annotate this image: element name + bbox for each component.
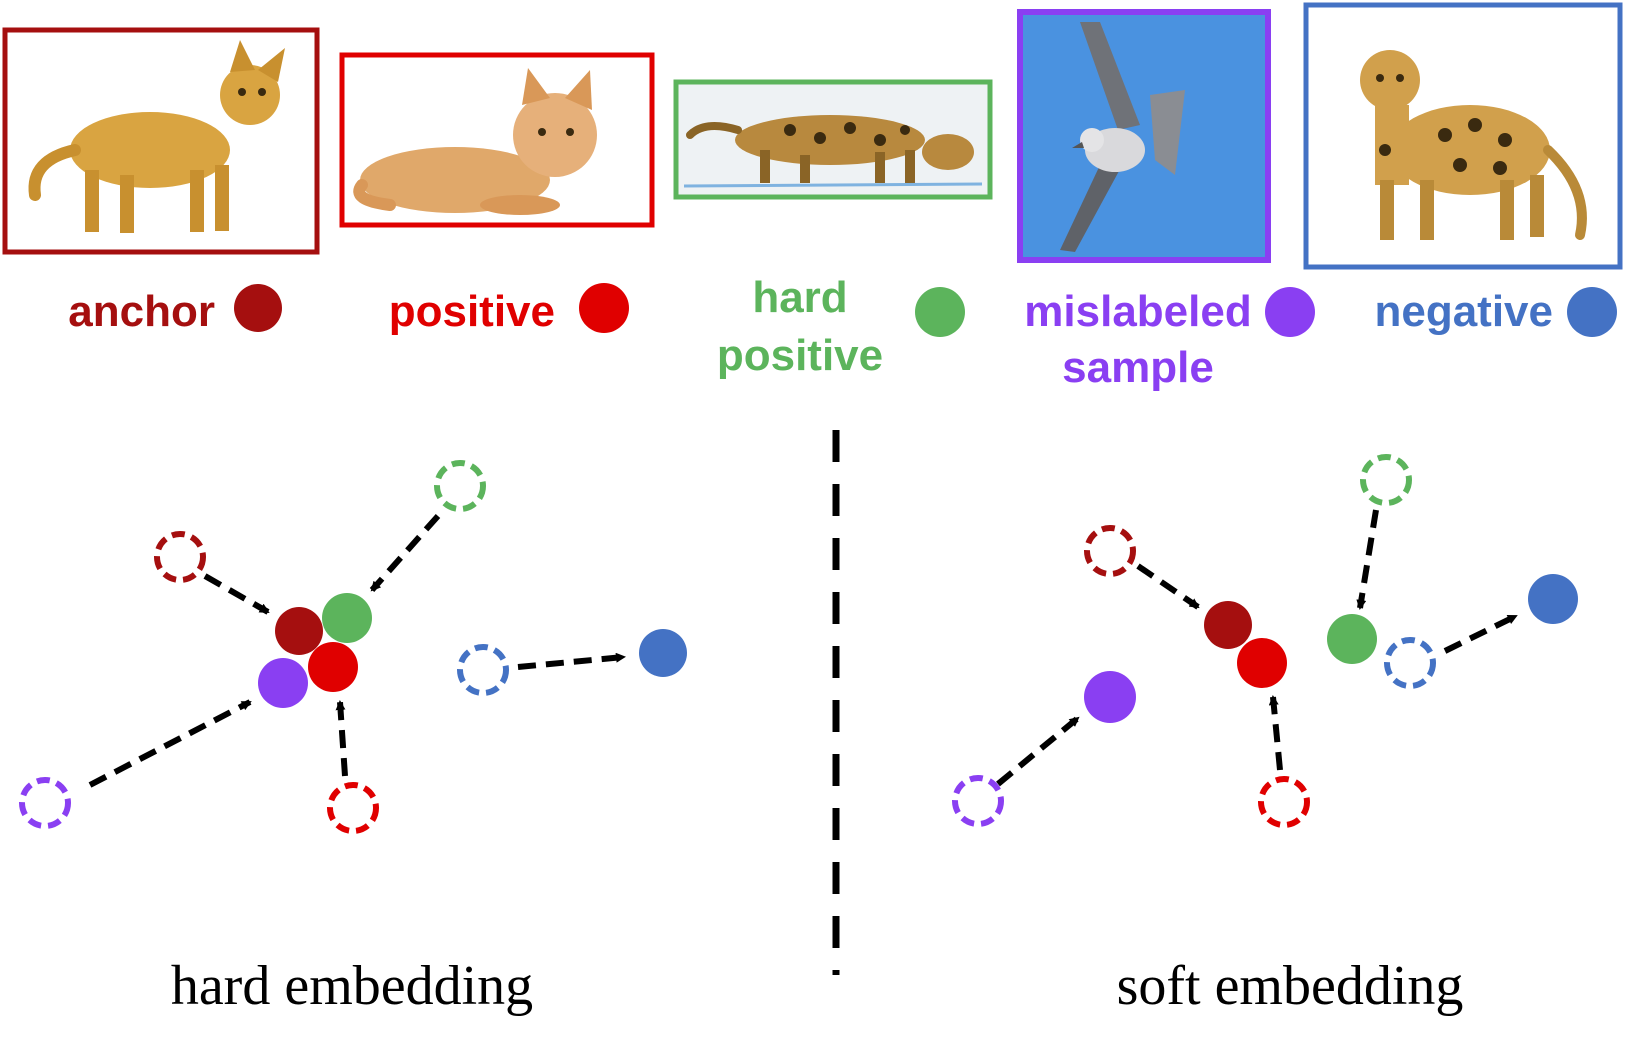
point-mislabeled-soft [1084, 671, 1136, 723]
arrow-anchor-soft [1136, 563, 1200, 610]
bengal-cat-icon [683, 115, 983, 188]
image-anchor [2, 27, 320, 255]
cat-lying-icon [353, 68, 597, 215]
image-positive [339, 52, 655, 228]
legend-anchor: anchor [68, 284, 282, 336]
image-mislabeled [1017, 9, 1271, 263]
arrow-negative [517, 652, 626, 670]
caption-hard-embedding: hard embedding [171, 955, 533, 1017]
point-hard-positive [322, 593, 372, 643]
arrow-hard-positive-soft [1356, 509, 1379, 610]
legend-label-anchor: anchor [68, 287, 215, 336]
caption-soft-embedding: soft embedding [1117, 955, 1464, 1017]
point-anchor [275, 607, 323, 655]
origin-anchor [154, 531, 206, 583]
legend-dot-negative [1567, 287, 1617, 337]
legend-label-hard-positive-line2: positive [717, 331, 883, 380]
legend-label-mislabeled-line1: mislabeled [1024, 287, 1251, 336]
origin-anchor-soft [1084, 525, 1136, 577]
point-negative-soft [1528, 574, 1578, 624]
arrow-mislabeled [88, 699, 252, 788]
point-anchor-soft [1204, 601, 1252, 649]
legend-hard-positive: hard positive [717, 273, 965, 380]
origin-positive-soft [1258, 776, 1310, 828]
origin-hard-positive-soft [1360, 454, 1412, 506]
point-hard-positive-soft [1327, 614, 1377, 664]
point-mislabeled [258, 658, 308, 708]
legend-dot-anchor [234, 284, 282, 332]
arrow-positive [335, 700, 348, 777]
image-negative [1303, 2, 1623, 270]
legend-dot-positive [579, 283, 629, 333]
legend-label-positive: positive [389, 287, 555, 336]
arrow-negative-soft [1443, 613, 1518, 654]
arrow-hard-positive [369, 514, 441, 592]
leopard-icon [1360, 50, 1587, 240]
legend-mislabeled: mislabeled sample [1024, 287, 1315, 392]
soft-embedding-panel [952, 454, 1578, 828]
legend-positive: positive [389, 283, 629, 336]
seagull-icon [1060, 22, 1185, 252]
legend-label-negative: negative [1374, 287, 1553, 336]
legend-label-mislabeled-line2: sample [1062, 343, 1214, 392]
legend-negative: negative [1374, 287, 1617, 337]
origin-positive [327, 782, 379, 834]
point-negative [639, 629, 687, 677]
origin-mislabeled-soft [952, 775, 1004, 827]
origin-mislabeled [19, 777, 71, 829]
arrow-positive-soft [1268, 695, 1283, 771]
image-hard-positive [673, 79, 993, 200]
legend-dot-hard-positive [915, 287, 965, 337]
cat-standing-icon [28, 40, 285, 233]
legend-label-hard-positive-line1: hard [752, 273, 847, 322]
arrow-mislabeled-soft [996, 715, 1080, 787]
origin-negative [457, 644, 509, 696]
origin-negative-soft [1384, 637, 1436, 689]
hard-embedding-panel [19, 460, 687, 834]
point-positive-soft [1237, 638, 1287, 688]
point-positive [308, 642, 358, 692]
origin-hard-positive [434, 460, 486, 512]
arrow-anchor [203, 573, 270, 615]
legend-dot-mislabeled [1265, 287, 1315, 337]
